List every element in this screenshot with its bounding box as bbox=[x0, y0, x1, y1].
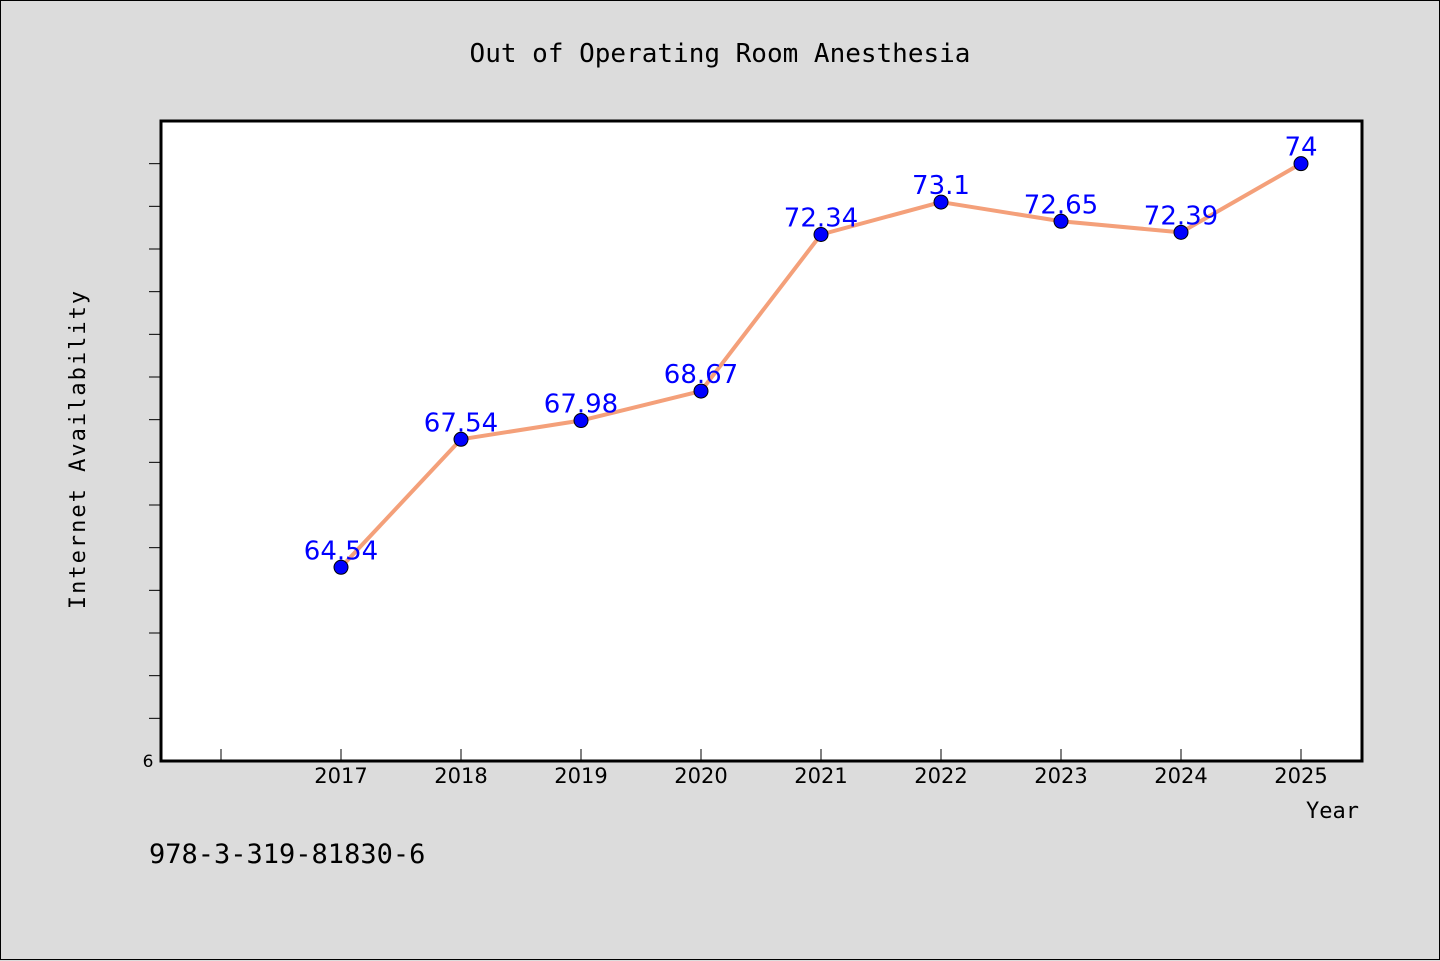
x-tick-label: 2020 bbox=[674, 764, 727, 788]
x-tick-label: 2021 bbox=[794, 764, 847, 788]
data-point bbox=[573, 413, 589, 429]
data-point bbox=[1293, 156, 1309, 172]
x-tick-label: 2025 bbox=[1274, 764, 1327, 788]
plot-area bbox=[159, 119, 1364, 763]
data-point bbox=[333, 559, 349, 575]
data-label: 74 bbox=[1284, 133, 1317, 163]
data-label: 72.34 bbox=[784, 203, 858, 233]
y-origin-label: 6 bbox=[143, 752, 154, 772]
x-tick-label: 2022 bbox=[914, 764, 967, 788]
x-axis-ticks: 2017 2018 2019 2020 2021 2022 2023 2024 2025 bbox=[220, 749, 1328, 788]
data-point bbox=[933, 194, 949, 210]
data-label: 64.54 bbox=[304, 536, 378, 566]
y-axis-label: Internet Availability bbox=[66, 289, 91, 609]
data-label: 67.98 bbox=[544, 390, 618, 420]
chart-title: Out of Operating Room Anesthesia bbox=[470, 39, 971, 69]
x-tick-label: 2024 bbox=[1154, 764, 1207, 788]
data-label: 72.39 bbox=[1144, 201, 1218, 231]
data-label: 72.65 bbox=[1024, 190, 1098, 220]
data-label: 73.1 bbox=[912, 171, 970, 201]
data-label: 68.67 bbox=[664, 360, 738, 390]
x-tick-label: 2017 bbox=[314, 764, 367, 788]
series-layer: 64.54 67.54 67.98 68.67 72.34 73.1 72.65 72.39 7… bbox=[304, 133, 1318, 575]
data-label: 67.54 bbox=[424, 408, 498, 438]
data-point bbox=[1173, 224, 1189, 240]
data-point bbox=[453, 431, 469, 447]
x-tick-label: 2023 bbox=[1034, 764, 1087, 788]
data-point bbox=[693, 383, 709, 399]
x-axis-label: Year bbox=[1306, 799, 1359, 824]
x-tick-label: 2018 bbox=[434, 764, 487, 788]
x-tick-label: 2019 bbox=[554, 764, 607, 788]
y-axis-ticks bbox=[149, 163, 160, 719]
data-point bbox=[1053, 213, 1069, 229]
isbn-text: 978-3-319-81830-6 bbox=[149, 839, 425, 870]
data-point bbox=[813, 226, 829, 242]
